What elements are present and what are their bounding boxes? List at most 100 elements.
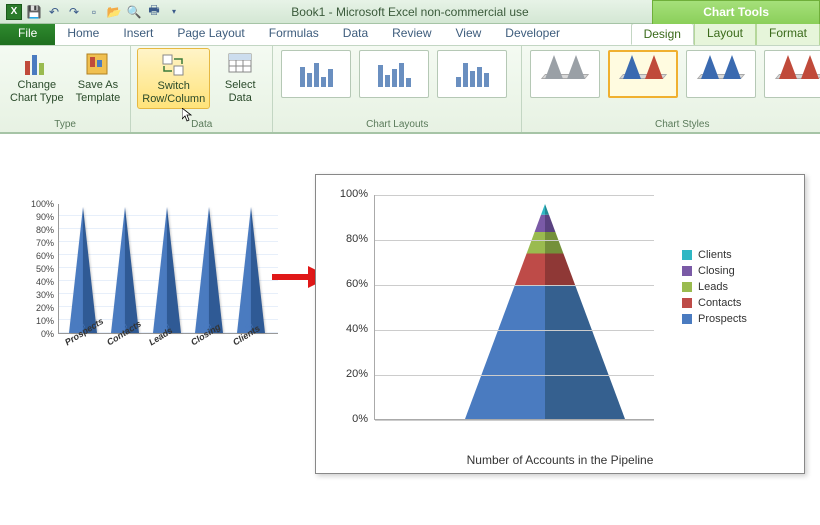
qat-dropdown-icon[interactable]: ▾ <box>166 4 182 20</box>
big-chart-plot <box>374 195 654 420</box>
btn-label: Save As Template <box>76 79 121 104</box>
legend-label: Closing <box>698 265 735 277</box>
btn-label: Switch Row/Column <box>142 80 205 105</box>
legend-label: Prospects <box>698 313 747 325</box>
legend-item-contacts: Contacts <box>682 297 792 309</box>
ytick: 90% <box>24 212 54 222</box>
gridline <box>375 285 654 286</box>
gridline <box>375 195 654 196</box>
ytick: 20% <box>334 368 368 380</box>
window-title: Book1 - Microsoft Excel non-commercial u… <box>291 5 528 19</box>
content-area: ⬨⬨⬨⬨⬨⬨⬨⬨⬨⬨ 100%90%80%70%60%50%40%30%20%1… <box>0 134 820 525</box>
chart-style-thumb[interactable] <box>608 50 678 98</box>
tab-developer[interactable]: Developer <box>493 23 572 45</box>
gridline <box>375 240 654 241</box>
tab-home[interactable]: Home <box>55 23 111 45</box>
legend-swatch <box>682 250 692 260</box>
gridline <box>375 330 654 331</box>
legend-item-closing: Closing <box>682 265 792 277</box>
save-as-template-button[interactable]: Save As Template <box>72 48 125 107</box>
chart-style-thumb[interactable] <box>686 50 756 98</box>
chart-layout-thumb[interactable] <box>359 50 429 98</box>
legend-item-clients: Clients <box>682 249 792 261</box>
ytick: 60% <box>334 278 368 290</box>
group-label: Chart Layouts <box>366 118 428 132</box>
ytick: 30% <box>24 290 54 300</box>
pyramid-slice-prospects <box>465 286 625 419</box>
group-chart-styles: Chart Styles <box>522 46 820 132</box>
btn-label: Select Data <box>225 79 256 104</box>
title-bar: X 💾 ↶ ↷ ▫ 📂 🔍 🖶 ▾ Book1 - Microsoft Exce… <box>0 0 820 24</box>
new-doc-icon[interactable]: ▫ <box>86 4 102 20</box>
pyramid-slice-closing <box>535 215 556 232</box>
ytick: 60% <box>24 251 54 261</box>
gridline <box>375 420 654 421</box>
group-label: Chart Styles <box>655 118 709 132</box>
small-cone-chart: ⬨⬨⬨⬨⬨⬨⬨⬨⬨⬨ 100%90%80%70%60%50%40%30%20%1… <box>18 194 288 379</box>
group-label: Type <box>54 118 76 132</box>
print-preview-icon[interactable]: 🔍 <box>126 4 142 20</box>
group-chart-layouts: Chart Layouts <box>273 46 522 132</box>
save-as-template-icon <box>84 51 112 77</box>
tab-format[interactable]: Format <box>756 23 820 45</box>
chart-style-thumb[interactable] <box>530 50 600 98</box>
ribbon: Change Chart Type Save As Template Type … <box>0 46 820 134</box>
tab-page-layout[interactable]: Page Layout <box>165 23 256 45</box>
legend-label: Leads <box>698 281 728 293</box>
file-tab[interactable]: File <box>0 23 55 45</box>
legend-label: Clients <box>698 249 732 261</box>
ytick: 0% <box>24 329 54 339</box>
legend-swatch <box>682 282 692 292</box>
quick-print-icon[interactable]: 🖶 <box>146 4 162 20</box>
group-data: Switch Row/Column Select Data Data <box>131 46 273 132</box>
contextual-tab-header: Chart Tools <box>652 0 820 24</box>
tab-data[interactable]: Data <box>331 23 380 45</box>
legend-item-prospects: Prospects <box>682 313 792 325</box>
gridline <box>375 375 654 376</box>
open-icon[interactable]: 📂 <box>106 4 122 20</box>
group-label: Data <box>191 118 212 132</box>
excel-logo-icon: X <box>6 4 22 20</box>
tab-formulas[interactable]: Formulas <box>257 23 331 45</box>
group-type: Change Chart Type Save As Template Type <box>0 46 131 132</box>
ytick: 100% <box>334 188 368 200</box>
ytick: 0% <box>334 413 368 425</box>
undo-icon[interactable]: ↶ <box>46 4 62 20</box>
big-pyramid-chart[interactable]: 0%20%40%60%80%100% ClientsClosingLeadsCo… <box>315 174 805 474</box>
cursor-icon <box>182 108 194 122</box>
legend-swatch <box>682 314 692 324</box>
tab-layout[interactable]: Layout <box>694 23 756 45</box>
ytick: 10% <box>24 316 54 326</box>
pyramid-slice-clients <box>541 204 549 215</box>
ytick: 20% <box>24 303 54 313</box>
tab-view[interactable]: View <box>444 23 494 45</box>
tab-review[interactable]: Review <box>380 23 443 45</box>
ytick: 70% <box>24 238 54 248</box>
save-icon[interactable]: 💾 <box>26 4 42 20</box>
tab-design[interactable]: Design <box>631 23 694 45</box>
redo-icon[interactable]: ↷ <box>66 4 82 20</box>
change-chart-type-button[interactable]: Change Chart Type <box>6 48 68 107</box>
ytick: 80% <box>334 233 368 245</box>
chart-title: Number of Accounts in the Pipeline <box>316 453 804 467</box>
select-data-button[interactable]: Select Data <box>214 48 266 107</box>
small-chart-plot: ⬨⬨⬨⬨⬨⬨⬨⬨⬨⬨ <box>58 204 278 334</box>
chart-legend: Clients Closing Leads Contacts Prospects <box>682 245 792 329</box>
switch-row-column-button[interactable]: Switch Row/Column <box>137 48 210 109</box>
change-chart-type-icon <box>23 51 51 77</box>
legend-swatch <box>682 298 692 308</box>
legend-swatch <box>682 266 692 276</box>
legend-label: Contacts <box>698 297 741 309</box>
chart-layout-thumb[interactable] <box>281 50 351 98</box>
chart-style-thumb[interactable] <box>764 50 820 98</box>
quick-access-toolbar: X 💾 ↶ ↷ ▫ 📂 🔍 🖶 ▾ <box>0 4 188 20</box>
select-data-icon <box>226 51 254 77</box>
ribbon-tabs: File HomeInsertPage LayoutFormulasDataRe… <box>0 24 820 46</box>
tab-insert[interactable]: Insert <box>111 23 165 45</box>
chart-layout-thumb[interactable] <box>437 50 507 98</box>
ytick: 80% <box>24 225 54 235</box>
pyramid-slice-contacts <box>515 253 576 285</box>
ytick: 40% <box>24 277 54 287</box>
switch-row-column-icon <box>160 52 188 78</box>
ytick: 100% <box>24 199 54 209</box>
